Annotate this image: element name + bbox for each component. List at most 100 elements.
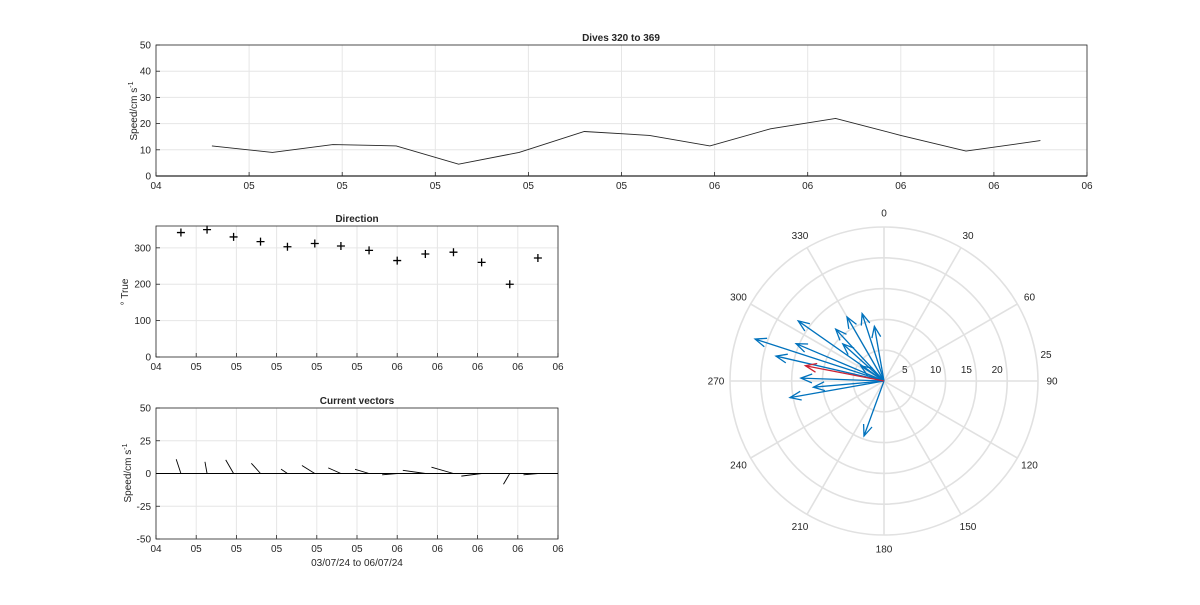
vector-xtick-label: 05 — [351, 544, 363, 555]
polar-vector-shaft — [800, 377, 885, 382]
direction-xtick-label: 04 — [150, 362, 162, 373]
polar-theta-label: 300 — [730, 293, 747, 304]
vector-ytick-label: -50 — [137, 535, 152, 546]
polar-theta-label: 90 — [1046, 377, 1058, 388]
polar-r-label: 15 — [961, 365, 973, 376]
direction-ytick-label: 200 — [134, 280, 151, 291]
vector-chart-ylabel: Speed/cm s-1 — [122, 443, 134, 502]
direction-xtick-label: 05 — [351, 362, 363, 373]
vector-xtick-label: 06 — [552, 544, 564, 555]
polar-vector-head — [834, 327, 847, 341]
polar-vector-shaft — [861, 313, 885, 382]
polar-vector-head — [811, 381, 826, 392]
polar-spoke — [883, 380, 962, 515]
vector-chart-title: Current vectors — [320, 396, 395, 407]
direction-chart-ylabel: ° True — [120, 278, 131, 305]
direction-point — [229, 232, 238, 241]
polar-theta-label: 60 — [1024, 293, 1036, 304]
polar-r-label: 20 — [992, 365, 1004, 376]
current-vector — [175, 459, 182, 474]
vector-xtick-label: 05 — [191, 544, 203, 555]
polar-spoke — [883, 303, 1018, 382]
speed-xtick-label: 05 — [616, 181, 628, 192]
speed-chart: Dives 320 to 369 Speed/cm s-1 04 05 05 05 05… — [128, 33, 1093, 192]
speed-xtick-label: 05 — [430, 181, 442, 192]
direction-xtick-label: 05 — [311, 362, 323, 373]
current-vector — [503, 473, 511, 485]
polar-theta-label: 0 — [881, 209, 887, 220]
vector-xtick-label: 05 — [271, 544, 283, 555]
direction-point — [336, 242, 345, 251]
speed-xtick-label: 06 — [709, 181, 721, 192]
vector-xtick-label: 05 — [311, 544, 323, 555]
direction-point — [365, 246, 374, 255]
direction-xtick-label: 06 — [392, 362, 404, 373]
polar-theta-label: 240 — [730, 461, 747, 472]
direction-xtick-label: 05 — [271, 362, 283, 373]
polar-theta-label: 30 — [962, 231, 974, 242]
direction-point — [176, 228, 185, 237]
direction-chart-title: Direction — [335, 214, 378, 225]
vector-xtick-label: 05 — [231, 544, 243, 555]
current-vector — [225, 459, 234, 474]
polar-spoke — [750, 380, 885, 459]
current-vector — [328, 467, 342, 474]
current-vector — [523, 473, 538, 476]
polar-vector-shaft — [813, 380, 885, 388]
speed-xtick-label: 06 — [1081, 181, 1093, 192]
polar-spoke — [883, 380, 1018, 459]
direction-chart: Direction ° True 04 05 05 05 05 05 06 06 06 06 06 0… — [120, 214, 564, 373]
speed-ytick-label: 20 — [140, 119, 152, 130]
polar-vector-head — [799, 373, 813, 384]
polar-vector-head — [862, 423, 873, 438]
vector-xtick-label: 06 — [472, 544, 484, 555]
polar-vector-shaft — [805, 365, 885, 382]
polar-vector-head — [794, 343, 809, 353]
polar-theta-label: 210 — [792, 522, 809, 533]
polar-vector-head — [796, 319, 811, 332]
speed-ytick-label: 10 — [140, 145, 152, 156]
current-vector — [431, 466, 454, 474]
direction-point — [283, 242, 292, 251]
polar-spoke — [806, 380, 885, 515]
polar-r-label: 5 — [902, 365, 908, 376]
direction-xtick-label: 06 — [512, 362, 524, 373]
direction-point — [505, 280, 514, 289]
direction-point — [256, 237, 265, 246]
vector-ytick-label: 25 — [140, 436, 152, 447]
polar-vector-shaft — [797, 320, 885, 382]
speed-ytick-label: 50 — [140, 41, 152, 52]
current-vector — [301, 465, 316, 474]
direction-xtick-label: 05 — [231, 362, 243, 373]
polar-vector-head — [841, 342, 855, 355]
polar-vector-head — [803, 362, 818, 373]
polar-chart: 0 30 60 90 120 150 180 210 240 270 300 330 5 10 15 20 25 — [708, 209, 1058, 556]
current-vector — [251, 462, 261, 474]
vector-chart: Current vectors Speed/cm s-1 03/07/24 to… — [122, 396, 564, 569]
polar-theta-label: 180 — [876, 545, 893, 556]
direction-ytick-label: 0 — [145, 353, 151, 364]
speed-ytick-label: 40 — [140, 67, 152, 78]
direction-ytick-label: 300 — [134, 243, 151, 254]
speed-xtick-label: 05 — [523, 181, 535, 192]
polar-r-label: 25 — [1040, 350, 1052, 361]
speed-chart-ylabel: Speed/cm s-1 — [128, 81, 140, 140]
polar-vector-shaft — [795, 343, 885, 382]
current-vector — [461, 473, 482, 477]
polar-spoke — [883, 247, 962, 382]
direction-axes-frame — [155, 225, 559, 358]
vector-chart-xlabel: 03/07/24 to 06/07/24 — [311, 558, 403, 569]
polar-vector-head — [774, 353, 788, 364]
polar-vector-head — [846, 315, 857, 329]
current-vector — [382, 473, 398, 476]
speed-xtick-label: 06 — [895, 181, 907, 192]
vector-xtick-label: 06 — [512, 544, 524, 555]
speed-ytick-label: 0 — [145, 172, 151, 183]
polar-vector-shaft — [846, 316, 885, 382]
direction-xtick-label: 05 — [191, 362, 203, 373]
polar-vector-shaft — [789, 380, 885, 399]
polar-theta-label: 120 — [1021, 461, 1038, 472]
speed-series-line — [211, 117, 1041, 165]
speed-xtick-label: 04 — [150, 181, 162, 192]
